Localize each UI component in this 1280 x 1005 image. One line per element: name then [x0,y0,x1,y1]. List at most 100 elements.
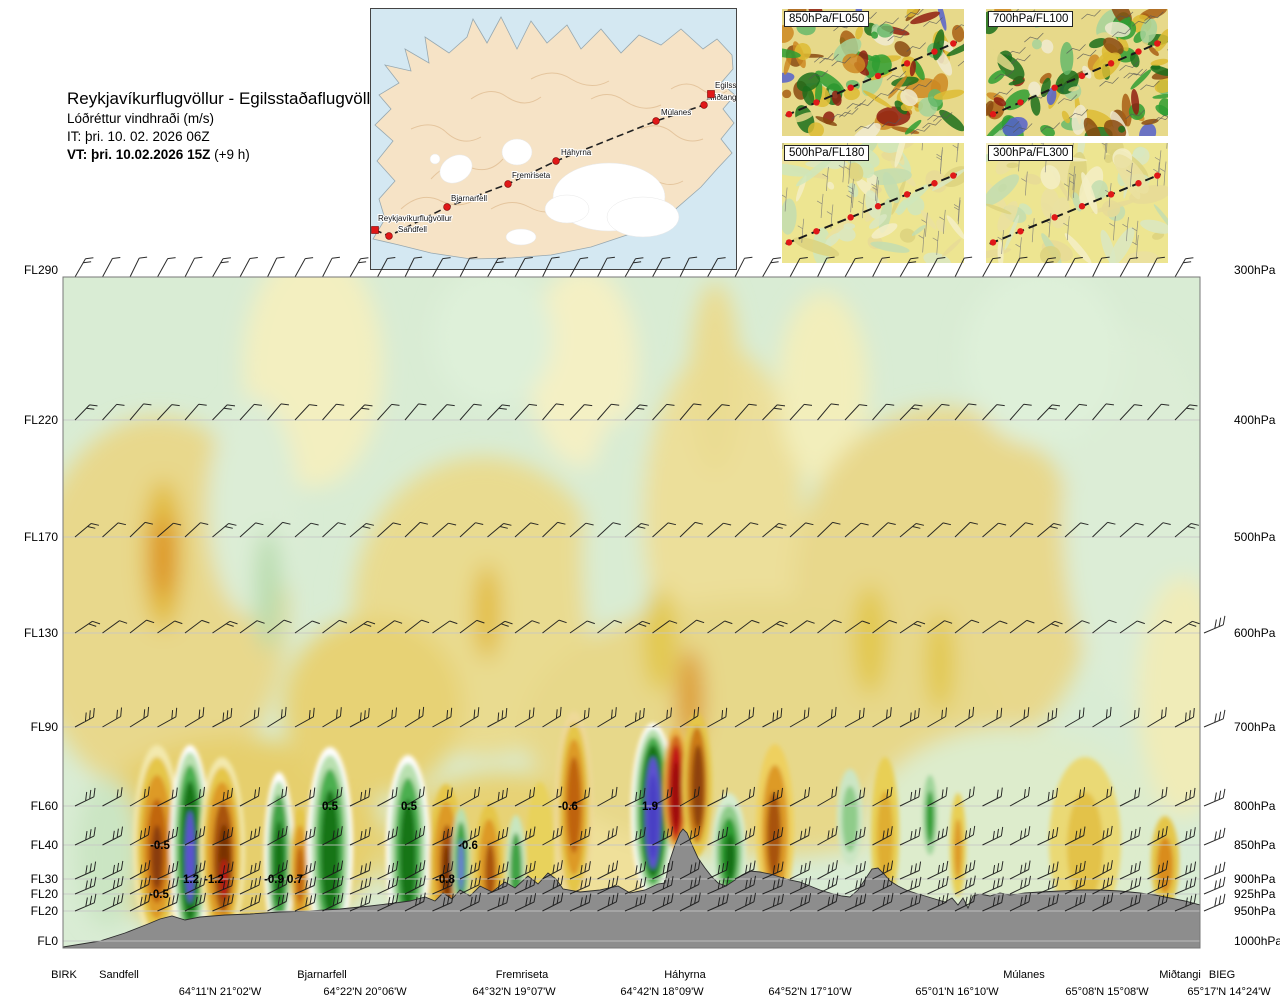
route-overview-map[interactable]: Reykjavíkurflugvöllur Sandfell Bjarnarfell… [370,8,753,270]
station-coordinates: 64°52'N 17°10'W [768,986,852,998]
panel-label-300: 300hPa/FL300 [988,145,1074,161]
flight-level-label: FL60 [30,799,58,813]
station-name: Miðtangi [1159,969,1201,981]
level-panel-500hpa[interactable]: 500hPa/FL180 [782,143,964,263]
contour-label: 0.5 [322,801,339,813]
pressure-level-label: 400hPa [1234,413,1276,427]
flight-level-label: FL40 [30,838,58,852]
level-panel-700hpa[interactable]: 700hPa/FL100 [986,9,1168,136]
map-waypoint-label: Fremriseta [512,171,551,180]
pressure-level-label: 600hPa [1234,626,1276,640]
page-title: Reykjavíkurflugvöllur - Egilsstaðaflugvö… [67,89,386,108]
pressure-level-label: 700hPa [1234,720,1276,734]
flight-level-label: FL20 [30,887,58,901]
glacier-west-lobe [544,194,590,224]
station-coordinates: 65°17'N 14°24'W [1187,986,1271,998]
station-name: Múlanes [1003,969,1045,981]
contour-label: -0.9 [264,874,284,886]
glacier-myrdalsjokull [505,228,537,246]
pressure-level-label: 1000hPa [1234,934,1280,948]
map-waypoint-label: Háhyrna [561,148,592,157]
station-coordinates: 64°42'N 18°09'W [620,986,704,998]
valid-time: VT: þri. 10.02.2026 15Z (+9 h) [67,146,387,164]
flight-level-label: FL290 [23,263,58,277]
flight-level-label: FL0 [37,934,58,948]
station-name: Sandfell [99,969,139,981]
flight-level-label: FL20 [30,904,58,918]
contour-label: -0.5 [149,889,169,901]
init-time: IT: þri. 10. 02. 2026 06Z [67,129,210,144]
panel-label-500: 500hPa/FL180 [784,145,870,161]
contour-label: 1.9 [642,801,658,813]
map-waypoint-label: Reykjavíkurflugvöllur [378,214,452,223]
pressure-level-label: 850hPa [1234,838,1276,852]
iceland-map: Reykjavíkurflugvöllur Sandfell Bjarnarfell… [371,9,753,269]
contour-label: -0.8 [435,874,455,886]
panel-texture-700 [986,9,1168,136]
valid-time-bold: VT: þri. 10.02.2026 15Z [67,147,211,162]
route-waypoint-marker [504,180,512,188]
glacier-langjokull [439,154,473,184]
flight-level-label: FL130 [23,626,58,640]
station-name: BIRK [51,969,77,981]
glacier-vatnajokull-south [606,196,680,238]
pressure-level-label: 950hPa [1234,904,1276,918]
flight-level-label: FL30 [30,872,58,886]
panel-texture-500 [782,143,964,263]
station-coordinates: 65°08'N 15°08'W [1065,986,1149,998]
contour-label: -1.2 [204,874,224,886]
wind-barbs [74,256,1226,912]
station-name: BIEG [1208,969,1236,981]
header-block: Reykjavíkurflugvöllur - Egilsstaðaflugvö… [67,88,387,164]
vertical-cross-section[interactable]: 0.5 0.5 -0.6 1.9 -0.5 -0.6 1.2 -1.2 -0.9 0.7 -0.8 -… [62,256,1226,949]
level-panel-300hpa[interactable]: 300hPa/FL300 [986,143,1168,263]
panel-texture-300 [986,143,1168,263]
terrain-shading [400,72,728,213]
contour-label: -0.6 [558,801,578,813]
panel-label-700: 700hPa/FL100 [988,11,1074,27]
glaciers [429,138,680,246]
map-waypoint-label: Sandfell [398,225,427,234]
flight-level-label: FL90 [30,720,58,734]
station-coordinates: 65°01'N 16°10'W [915,986,999,998]
contour-label: 0.7 [287,874,303,886]
glacier-hofsjokull [501,138,533,166]
map-waypoint-label: Múlanes [661,108,691,117]
map-waypoint-label: Miðtangi [708,93,736,102]
flight-level-label: FL170 [23,530,58,544]
route-waypoint-marker [552,157,560,165]
station-name: Háhyrna [664,969,706,981]
station-coordinates: 64°11'N 21°02'W [178,986,262,998]
contour-label: 0.5 [401,801,418,813]
pressure-level-label: 500hPa [1234,530,1276,544]
contour-label: -0.5 [150,840,170,852]
level-panel-850hpa[interactable]: 850hPa/FL050 [782,9,964,136]
route-waypoint-marker [652,117,660,125]
route-waypoint-marker [443,203,451,211]
route-line-group: Reykjavíkurflugvöllur Sandfell Bjarnarfell… [371,80,753,240]
panel-texture-850 [782,9,964,136]
station-coordinates: 64°32'N 19°07'W [472,986,556,998]
map-waypoint-label: Egilsstaðir [715,81,736,90]
station-name: Fremriseta [495,969,549,981]
station-name: Bjarnarfell [297,969,347,981]
route-endpoint-marker [371,226,379,234]
panel-label-850: 850hPa/FL050 [784,11,870,27]
contour-label: -0.6 [458,840,478,852]
contour-label: 1.2 [183,874,199,886]
plot-border [62,276,1201,949]
glacier-small [429,153,441,165]
pressure-level-label: 925hPa [1234,887,1276,901]
contour-field [63,277,1200,948]
station-coordinates: 64°22'N 20°06'W [323,986,407,998]
chart-subtitle: Lóðréttur vindhraði (m/s) [67,111,215,126]
map-waypoint-label: Bjarnarfell [451,194,487,203]
route-waypoint-marker [700,101,708,109]
pressure-level-label: 800hPa [1234,799,1276,813]
route-endpoint-marker [707,90,715,98]
pressure-level-label: 300hPa [1234,263,1276,277]
route-waypoint-marker [385,232,393,240]
contour-value-labels: 0.5 0.5 -0.6 1.9 -0.5 -0.6 1.2 -1.2 -0.9 0.7 -0.8 -… [149,801,658,901]
flight-level-label: FL220 [23,413,58,427]
